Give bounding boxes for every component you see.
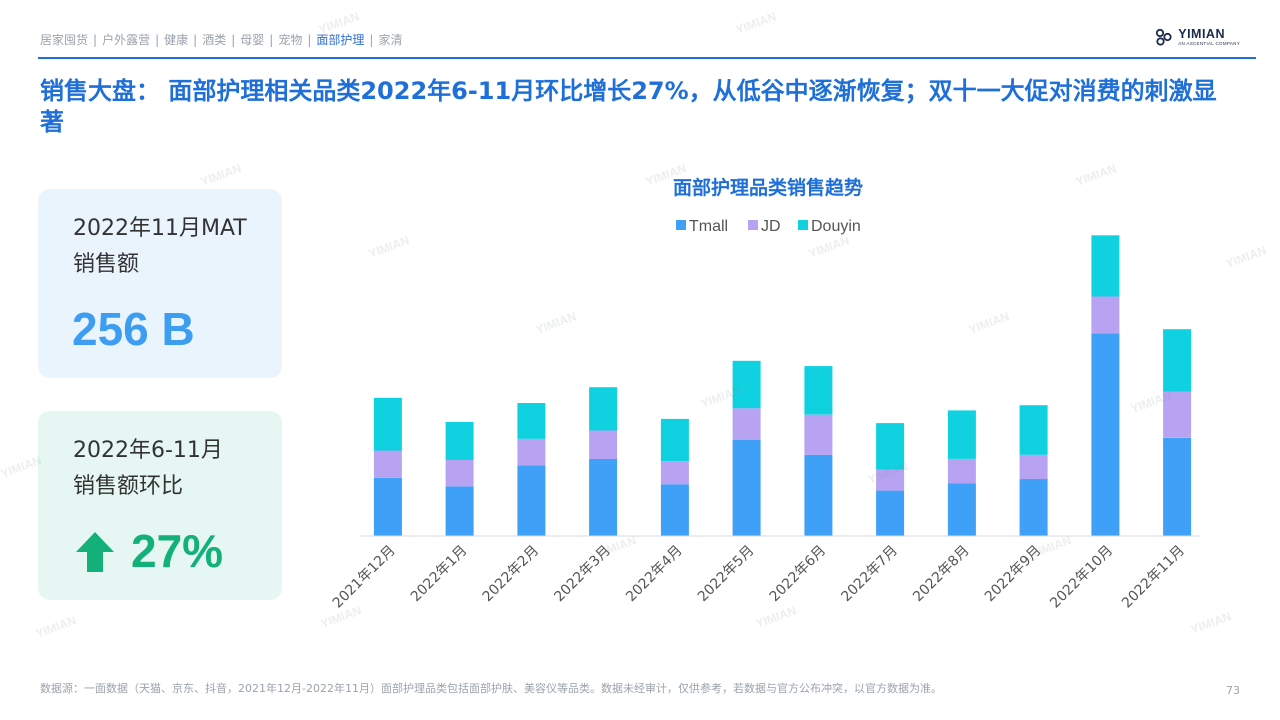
bar-segment-douyin	[660, 418, 689, 462]
bar-segment-tmall	[517, 465, 546, 536]
nav-item-facial-care[interactable]: 面部护理	[316, 33, 365, 47]
bar-segment-douyin	[732, 360, 761, 409]
bar-segment-tmall	[445, 486, 474, 536]
growth-value: 27%	[131, 525, 224, 577]
legend-swatch-jd	[748, 220, 758, 230]
bar-segment-jd	[804, 414, 833, 455]
bar-segment-douyin	[445, 422, 474, 460]
bar-segment-tmall	[1019, 479, 1048, 536]
nav-item-outdoor-camping[interactable]: 户外露营	[102, 33, 151, 47]
mat-sales-card: 2022年11月MAT 销售额 256 B	[38, 189, 282, 378]
bar-segment-jd	[660, 461, 689, 485]
page-headline: 销售大盘： 面部护理相关品类2022年6-11月环比增长27%，从低谷中逐渐恢复…	[40, 77, 1217, 136]
nav-separator: |	[307, 33, 312, 47]
x-tick-label: 2022年4月	[623, 543, 686, 606]
bar-segment-douyin	[517, 403, 546, 439]
arrow-up-icon	[76, 532, 114, 572]
page-number: 73	[1226, 684, 1240, 697]
nav-item-pets[interactable]: 宠物	[278, 33, 303, 47]
header-divider	[38, 57, 1256, 59]
nav-item-health[interactable]: 健康	[164, 33, 189, 47]
nav-separator: |	[231, 33, 236, 47]
growth-label: 2022年6-11月 销售额环比	[73, 433, 223, 505]
bar-segment-jd	[1163, 391, 1192, 438]
nav-item-liquor[interactable]: 酒类	[202, 33, 227, 47]
yimian-logo-icon	[1156, 28, 1172, 46]
nav-item-home-stock[interactable]: 居家囤货	[40, 33, 89, 47]
bar-segment-tmall	[660, 484, 689, 536]
growth-card: 2022年6-11月 销售额环比 27%	[38, 411, 282, 600]
logo-brand-text: YIMIAN	[1178, 27, 1225, 41]
bar-segment-jd	[947, 459, 976, 484]
bar-segment-jd	[1091, 296, 1120, 334]
bar-segment-tmall	[732, 440, 761, 536]
x-tick-label: 2022年5月	[695, 543, 758, 606]
bar-segment-tmall	[804, 454, 833, 536]
legend-swatch-tmall	[676, 220, 686, 230]
bar-segment-jd	[1019, 454, 1048, 480]
x-tick-label: 2021年12月	[330, 543, 399, 612]
growth-label-line2: 销售额环比	[73, 474, 184, 499]
chart-title: 面部护理品类销售趋势	[673, 176, 863, 199]
x-tick-label: 2022年8月	[910, 543, 973, 606]
mat-sales-label: 2022年11月MAT 销售额	[73, 211, 247, 283]
bar-segment-tmall	[1163, 437, 1192, 536]
growth-label-line1: 2022年6-11月	[73, 438, 223, 463]
nav-item-home-cleaning[interactable]: 家清	[378, 33, 403, 47]
bar-segment-jd	[445, 460, 474, 487]
mat-sales-label-line1: 2022年11月MAT	[73, 216, 247, 241]
data-source-footnote: 数据源：一面数据（天猫、京东、抖音，2021年12月-2022年11月）面部护理…	[40, 682, 942, 695]
mat-sales-value: 256 B	[72, 303, 195, 355]
nav-separator: |	[269, 33, 274, 47]
legend-label-tmall: Tmall	[689, 218, 728, 235]
bar-segment-douyin	[1091, 235, 1120, 297]
nav-separator: |	[155, 33, 160, 47]
yimian-logo: YIMIAN AN ASCENTIAL COMPANY	[1155, 28, 1240, 47]
x-tick-label: 2022年9月	[982, 543, 1045, 606]
logo-tagline: AN ASCENTIAL COMPANY	[1178, 41, 1240, 46]
bar-segment-jd	[732, 408, 761, 440]
legend-label-jd: JD	[761, 218, 781, 235]
x-tick-label: 2022年2月	[480, 543, 543, 606]
x-tick-label: 2022年7月	[838, 543, 901, 606]
nav-separator: |	[193, 33, 198, 47]
chart-legend: Tmall JD Douyin	[676, 218, 861, 235]
x-tick-label: 2022年1月	[408, 543, 471, 606]
category-nav: 居家囤货 | 户外露营 | 健康 | 酒类 | 母婴 | 宠物 | 面部护理 | 家清	[40, 31, 402, 48]
bar-segment-douyin	[589, 387, 618, 431]
mat-sales-label-line2: 销售额	[73, 252, 140, 277]
bar-segment-douyin	[804, 366, 833, 415]
bar-segment-jd	[589, 430, 618, 459]
x-axis-labels: 2021年12月 2022年1月 2022年2月 2022年3月 2022年4月 2022…	[330, 543, 1188, 612]
bar-segment-douyin	[373, 397, 402, 451]
x-tick-label: 2022年10月	[1047, 543, 1116, 612]
x-tick-label: 2022年3月	[551, 543, 614, 606]
bar-segment-tmall	[589, 459, 618, 536]
chart-bars	[373, 235, 1192, 536]
bar-segment-tmall	[373, 478, 402, 536]
x-tick-label: 2022年6月	[767, 543, 830, 606]
bar-segment-douyin	[947, 410, 976, 459]
bar-segment-douyin	[1019, 405, 1048, 455]
bar-segment-jd	[517, 438, 546, 466]
x-tick-label: 2022年11月	[1119, 543, 1188, 612]
legend-label-douyin: Douyin	[811, 218, 861, 235]
nav-separator: |	[93, 33, 98, 47]
legend-swatch-douyin	[798, 220, 808, 230]
bar-segment-douyin	[876, 423, 905, 470]
bar-segment-jd	[373, 450, 402, 478]
bar-segment-douyin	[1163, 329, 1192, 392]
nav-separator: |	[369, 33, 374, 47]
bar-segment-tmall	[1091, 333, 1120, 536]
bar-segment-tmall	[947, 483, 976, 536]
bar-segment-tmall	[876, 490, 905, 536]
bar-segment-jd	[876, 469, 905, 491]
nav-item-maternal-baby[interactable]: 母婴	[240, 33, 265, 47]
